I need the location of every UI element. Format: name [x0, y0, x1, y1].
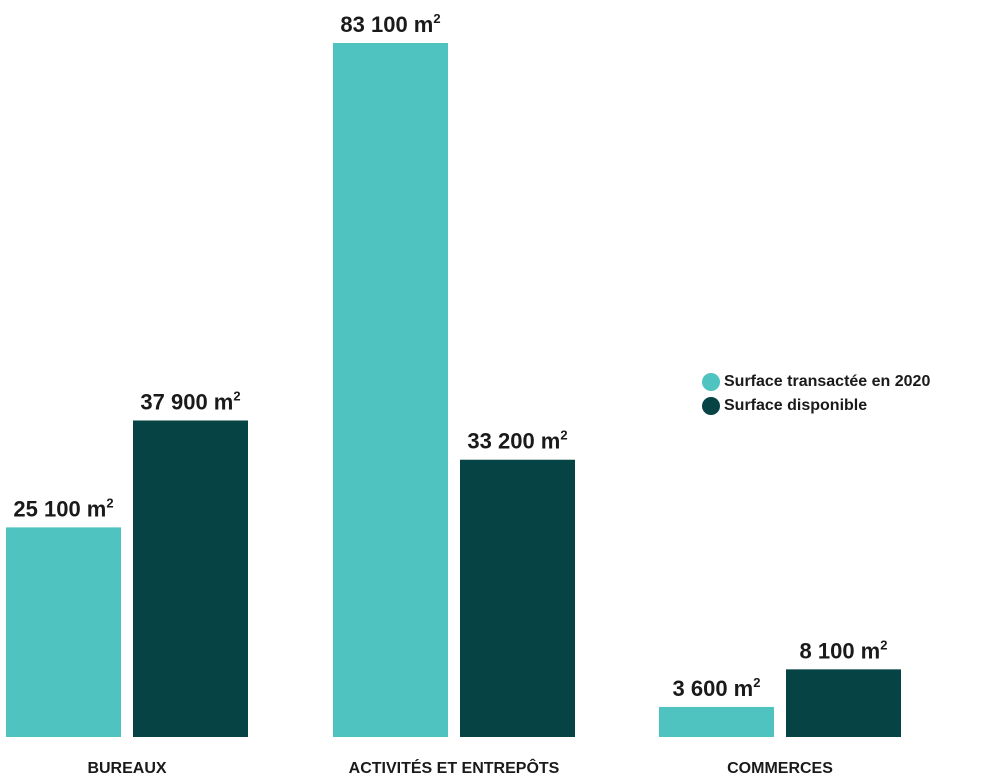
legend-label-transacted: Surface transactée en 2020	[724, 373, 931, 390]
bar-bureaux-series-0	[6, 527, 121, 737]
category-label-activites-et-entrepots: ACTIVITÉS ET ENTREPÔTS	[349, 758, 560, 776]
legend-item-transacted: Surface transactée en 2020	[702, 370, 930, 394]
value-label-activites-et-entrepots-series-1: 33 200 m2	[467, 428, 567, 454]
value-label-commerces-series-0: 3 600 m2	[673, 675, 761, 701]
legend: Surface transactée en 2020 Surface dispo…	[702, 370, 930, 418]
legend-swatch-transacted	[702, 373, 720, 391]
bar-commerces-series-0	[659, 706, 774, 737]
category-labels-layer: BUREAUX ACTIVITÉS ET ENTREPÔTS COMMERCES	[87, 758, 833, 776]
bar-bureaux-series-1	[133, 420, 248, 737]
value-label-bureaux-series-0: 25 100 m2	[13, 495, 113, 521]
value-label-activites-et-entrepots-series-0: 83 100 m2	[340, 11, 440, 37]
bar-activites-et-entrepots-series-0	[333, 43, 448, 737]
legend-swatch-available	[702, 397, 720, 415]
bars-layer	[6, 43, 901, 737]
legend-label-available: Surface disponible	[724, 397, 868, 414]
value-label-bureaux-series-1: 37 900 m2	[140, 388, 240, 414]
bar-commerces-series-1	[786, 669, 901, 737]
category-label-commerces: COMMERCES	[727, 760, 833, 776]
value-label-commerces-series-1: 8 100 m2	[800, 637, 888, 663]
category-label-bureaux: BUREAUX	[87, 760, 166, 776]
legend-item-available: Surface disponible	[702, 394, 930, 418]
value-labels-layer: 25 100 m2 37 900 m2 83 100 m2 33 200 m2 3 60…	[13, 11, 887, 701]
bar-activites-et-entrepots-series-1	[460, 459, 575, 737]
